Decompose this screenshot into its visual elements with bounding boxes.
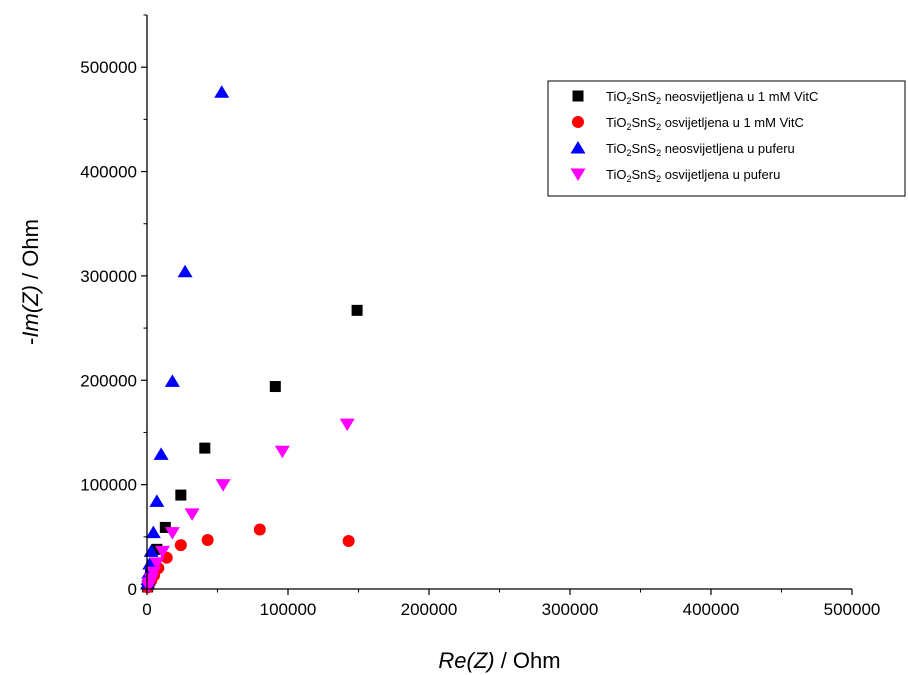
legend-label-subscript: 2 [656,122,661,132]
legend-label-subscript: 2 [626,174,631,184]
x-tick-label: 100000 [260,600,317,619]
data-point [199,442,211,454]
data-point [153,447,169,460]
x-axis-title: Re(Z) / Ohm [438,648,560,673]
legend-label-text: osvijetljena u puferu [661,167,780,182]
data-point [142,556,158,570]
legend-label-text: SnS [631,141,656,156]
series-4 [140,418,355,593]
y-axis-title-prefix: - [18,338,43,345]
data-point [174,539,187,552]
y-tick-label: 400000 [80,163,137,182]
legend-label-subscript: 2 [656,96,661,106]
legend-label: TiO2SnS2 osvijetljena u 1 mM VitC [606,115,804,132]
y-tick-label: 100000 [80,476,137,495]
legend-label-text: osvijetljena u 1 mM VitC [661,115,804,130]
data-point [184,508,200,521]
data-point [149,494,165,507]
legend-label: TiO2SnS2 osvijetljena u puferu [606,167,780,184]
legend-label-subscript: 2 [626,148,631,158]
series-1 [142,304,363,593]
data-point [164,527,180,540]
data-point [151,543,163,555]
data-point [339,418,355,432]
legend-label-subscript: 2 [626,96,631,106]
legend-label-subscript: 2 [656,174,661,184]
legend-item: TiO2SnS2 osvijetljena u 1 mM VitC [572,115,804,132]
legend-label-text: SnS [631,167,656,182]
x-tick-label: 200000 [401,600,458,619]
plot-area [140,85,363,594]
data-point [175,489,187,501]
data-point [140,580,156,593]
data-point [351,304,363,316]
legend-marker [572,90,584,102]
x-axis-title-italic: Re(Z) [438,648,494,673]
legend-label-text: SnS [631,89,656,104]
legend-marker [572,116,584,128]
data-point [253,523,266,536]
legend-label-subscript: 2 [656,148,661,158]
data-point [177,264,193,278]
y-tick-label: 500000 [80,58,137,77]
legend-label-text: TiO [606,115,626,130]
x-tick-label: 400000 [683,600,740,619]
data-point [145,566,161,580]
legend-item: TiO2SnS2 neosvijetljena u 1 mM VitC [572,89,818,106]
legend-label-text: TiO [606,141,626,156]
data-point [149,557,165,570]
axes: 0 100000 200000 300000 400000 500000 0 100000 20… [18,14,881,673]
legend-label: TiO2SnS2 neosvijetljena u puferu [606,141,795,158]
legend-box [547,80,906,197]
data-point [342,534,355,547]
legend-item: TiO2SnS2 neosvijetljena u puferu [570,141,795,158]
x-tick-label: 0 [142,600,151,619]
y-axis-title: -Im(Z) / Ohm [18,219,43,345]
legend-label-subscript: 2 [626,122,631,132]
series-3 [140,85,230,590]
x-tick-label: 300000 [542,600,599,619]
data-point [164,374,180,387]
legend-label: TiO2SnS2 neosvijetljena u 1 mM VitC [606,89,818,106]
data-point [274,445,290,459]
legend-label-text: TiO [606,89,626,104]
x-axis-title-unit: / Ohm [495,648,561,673]
data-point [201,533,214,546]
y-tick-label: 200000 [80,371,137,390]
legend-item: TiO2SnS2 osvijetljena u puferu [570,167,780,184]
data-point [269,381,281,393]
data-point [214,85,230,98]
y-axis-title-unit: / Ohm [18,219,43,285]
y-tick-label: 0 [128,580,137,599]
legend: TiO2SnS2 neosvijetljena u 1 mM VitCTiO2S… [547,80,906,197]
data-point [145,525,161,539]
y-axis-title-italic: Im(Z) [18,285,43,338]
data-point [215,479,231,492]
x-tick-label: 500000 [824,600,881,619]
data-point [155,545,171,559]
y-tick-label: 300000 [80,267,137,286]
legend-label-text: TiO [606,167,626,182]
legend-marker [570,168,586,181]
legend-marker [570,141,586,154]
legend-label-text: neosvijetljena u puferu [661,141,795,156]
legend-label-text: SnS [631,115,656,130]
legend-label-text: neosvijetljena u 1 mM VitC [661,89,818,104]
